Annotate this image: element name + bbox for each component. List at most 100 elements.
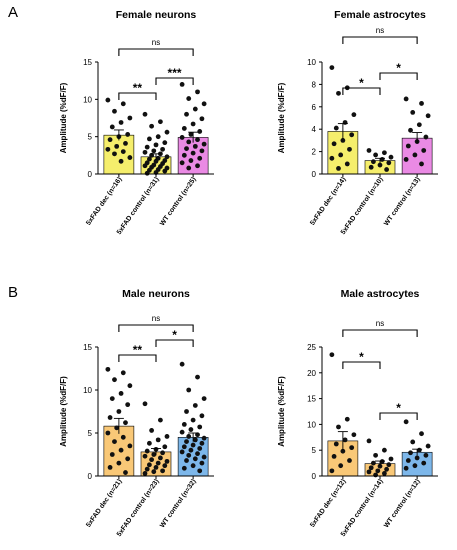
data-point [118,391,124,396]
data-point [144,448,150,454]
data-point [331,141,337,147]
data-point [403,419,409,425]
significance-bracket [118,92,157,100]
data-point [195,89,200,95]
y-tick-label: 15 [83,343,92,352]
y-tick-label: 0 [312,472,317,481]
significance-label: ** [133,81,143,95]
data-point [114,143,120,149]
data-point [123,420,128,426]
data-point [181,444,187,450]
data-point [120,101,126,107]
significance-label: * [396,61,401,75]
data-point [112,108,117,114]
panel-label-a: A [8,4,18,21]
y-tick-label: 5 [312,446,317,455]
data-point [181,422,187,427]
data-point [109,452,115,457]
data-point [412,463,418,469]
category-label: 5xFAD control (n=14) [340,478,385,538]
category-label: WT control (n=25) [159,176,198,227]
data-point [419,431,424,437]
data-point [379,459,385,464]
data-point [410,110,416,115]
data-point [155,134,161,140]
data-point [164,154,170,160]
data-point [329,468,335,474]
data-point [366,148,372,153]
data-point [379,157,385,162]
data-point [116,460,122,466]
data-point [127,155,133,160]
data-point [347,458,352,463]
data-point [421,460,427,466]
data-point [125,456,131,462]
data-point [125,402,131,408]
data-point [188,447,194,453]
data-point [340,138,346,143]
y-tick-label: 0 [88,170,93,179]
data-point [112,439,117,444]
data-point [344,161,350,167]
data-point [199,440,205,446]
data-point [112,377,117,383]
data-point [188,427,194,432]
data-point [120,434,126,440]
significance-bracket [342,36,418,44]
data-point [188,132,194,137]
data-point [197,446,203,451]
data-point [160,468,166,474]
data-point [114,425,120,431]
data-point [142,453,148,459]
data-point [179,429,185,435]
data-point [118,447,124,453]
data-point [151,148,157,154]
data-point [186,434,192,439]
data-point [127,115,133,121]
data-point [120,149,126,155]
data-point [423,452,429,458]
y-tick-label: 8 [312,80,317,89]
y-axis-label: Amplitude (%dF/F) [277,376,286,447]
data-point [195,374,200,380]
data-point [199,413,205,419]
data-point [351,432,357,438]
data-point [199,460,205,466]
y-tick-label: 5 [88,429,93,438]
data-point [408,450,413,456]
data-point [388,154,394,160]
data-point [197,155,203,161]
data-point [142,149,148,155]
significance-bracket [342,87,381,95]
data-point [179,82,185,87]
data-point [371,159,376,165]
y-axis-label: Amplitude (%dF/F) [277,82,286,153]
data-point [342,437,348,443]
data-point [149,123,155,129]
data-point [164,129,170,135]
chart-title: Male neurons [122,288,190,300]
data-point [333,441,339,447]
significance-bracket [118,324,194,332]
data-point [338,152,344,158]
significance-bracket [379,412,418,420]
data-point [190,442,196,448]
data-point [162,463,168,469]
data-point [201,435,207,441]
significance-label: ns [152,38,160,47]
data-point [382,471,387,476]
data-point [186,387,192,393]
data-point [414,455,420,461]
data-point [186,452,192,458]
category-label: 5xFAD dec (n=16) [85,176,123,227]
y-tick-label: 2 [312,148,317,157]
data-point [375,468,381,474]
data-point [153,465,159,470]
significance-bracket [379,72,418,80]
data-point [384,466,389,472]
data-point [186,165,192,171]
data-point [179,361,185,367]
data-point [366,438,372,444]
data-point [125,132,131,137]
y-tick-label: 10 [83,95,92,104]
